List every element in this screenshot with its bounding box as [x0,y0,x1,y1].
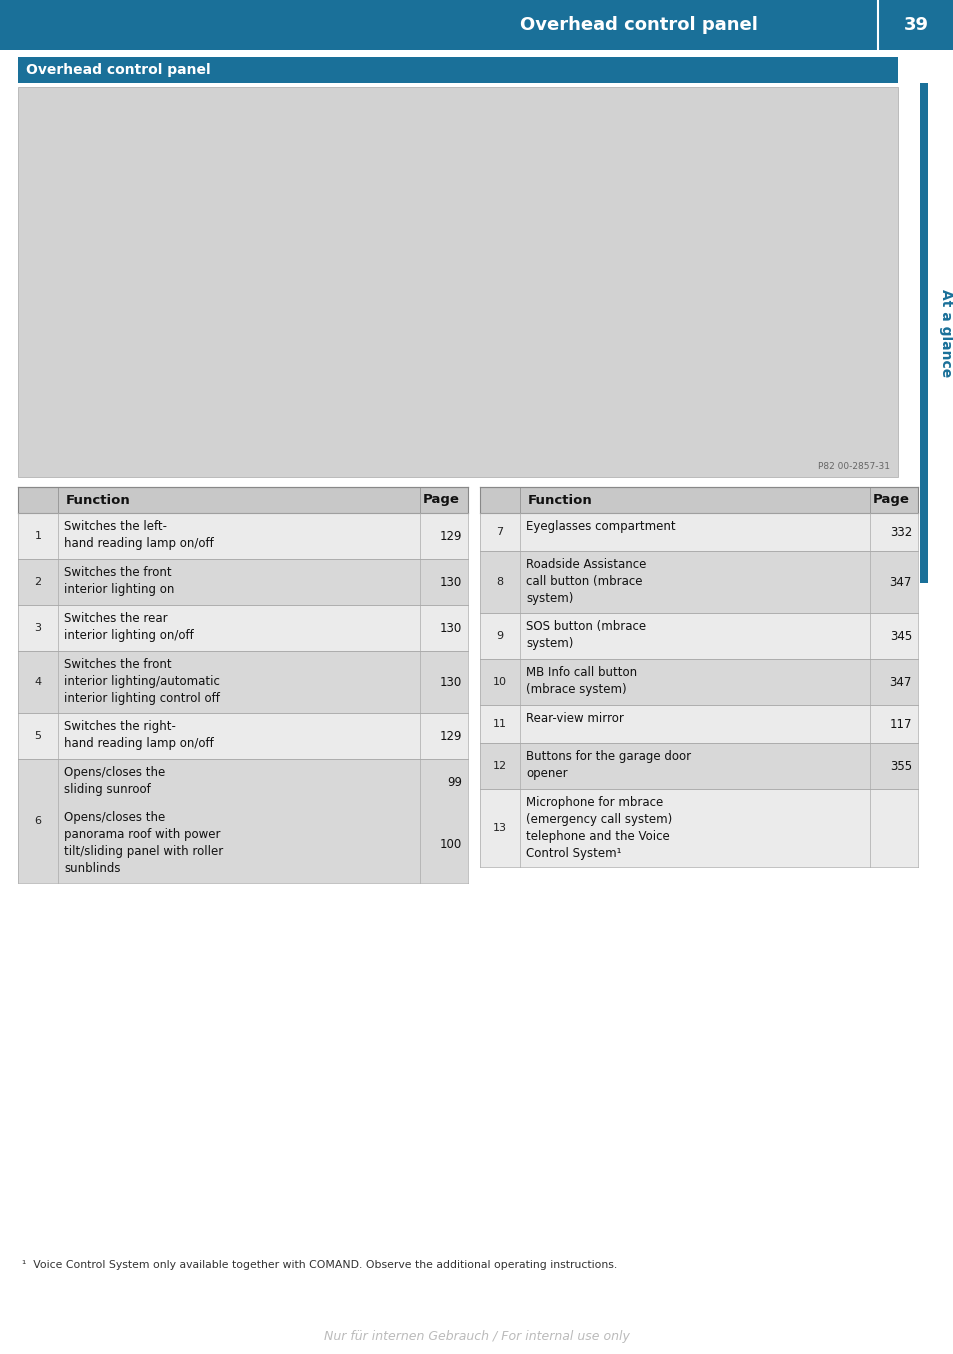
Text: Roadside Assistance
call button (mbrace
system): Roadside Assistance call button (mbrace … [525,558,646,605]
Bar [18,605,468,651]
Text: 129: 129 [439,730,461,742]
Text: 99: 99 [447,776,461,788]
Bar [479,789,917,867]
Text: 2: 2 [34,577,42,588]
Text: 332: 332 [889,525,911,539]
Text: Eyeglasses compartment: Eyeglasses compartment [525,520,675,533]
Text: 100: 100 [439,838,461,850]
Text: Function: Function [66,493,131,506]
Text: 8: 8 [496,577,503,588]
Bar [18,57,897,83]
Bar [18,513,468,559]
Text: Page: Page [423,493,459,506]
Text: Page: Page [872,493,909,506]
Bar [479,705,917,743]
Bar [18,559,468,605]
Text: 7: 7 [496,527,503,538]
Text: 5: 5 [34,731,42,741]
Text: Switches the right-
hand reading lamp on/off: Switches the right- hand reading lamp on… [64,720,213,750]
Text: At a glance: At a glance [938,288,952,378]
Text: P82 00-2857-31: P82 00-2857-31 [817,462,889,471]
Text: Switches the left-
hand reading lamp on/off: Switches the left- hand reading lamp on/… [64,520,213,550]
Text: Overhead control panel: Overhead control panel [26,64,211,77]
Text: ¹  Voice Control System only available together with COMAND. Observe the additio: ¹ Voice Control System only available to… [22,1261,617,1270]
Text: Microphone for mbrace
(emergency call system)
telephone and the Voice
Control Sy: Microphone for mbrace (emergency call sy… [525,796,672,860]
Text: SOS button (mbrace
system): SOS button (mbrace system) [525,620,645,650]
Text: Opens/closes the
sliding sunroof: Opens/closes the sliding sunroof [64,766,165,796]
Text: 130: 130 [439,575,461,589]
Text: 4: 4 [34,677,42,686]
Text: Nur für internen Gebrauch / For internal use only: Nur für internen Gebrauch / For internal… [324,1330,629,1343]
Text: Rear-view mirror: Rear-view mirror [525,712,623,724]
Text: 1: 1 [34,531,42,542]
Bar [18,760,468,883]
Text: 347: 347 [889,676,911,688]
Bar [479,551,917,613]
Text: 347: 347 [889,575,911,589]
Bar [479,659,917,705]
Bar [18,651,468,714]
Text: 11: 11 [493,719,506,728]
Text: 117: 117 [888,718,911,731]
Bar [479,743,917,789]
Bar [479,613,917,659]
Text: Switches the rear
interior lighting on/off: Switches the rear interior lighting on/o… [64,612,193,642]
Bar [479,487,917,513]
Text: Overhead control panel: Overhead control panel [519,16,757,34]
Bar [18,487,468,513]
Text: 6: 6 [34,816,42,826]
Bar [18,87,897,477]
Text: Switches the front
interior lighting/automatic
interior lighting control off: Switches the front interior lighting/aut… [64,658,219,705]
Text: 355: 355 [889,760,911,773]
Bar [0,0,953,50]
Text: 39: 39 [902,16,927,34]
Text: Opens/closes the
panorama roof with power
tilt/sliding panel with roller
sunblin: Opens/closes the panorama roof with powe… [64,811,223,875]
Bar [18,714,468,760]
Text: 3: 3 [34,623,42,634]
Text: Switches the front
interior lighting on: Switches the front interior lighting on [64,566,174,596]
Text: 12: 12 [493,761,507,770]
Text: 13: 13 [493,823,506,833]
Bar [479,513,917,551]
Text: 130: 130 [439,621,461,635]
Bar [919,83,927,584]
Text: MB Info call button
(mbrace system): MB Info call button (mbrace system) [525,666,637,696]
Text: Buttons for the garage door
opener: Buttons for the garage door opener [525,750,690,780]
Text: 129: 129 [439,529,461,543]
Text: 345: 345 [889,630,911,643]
Text: 10: 10 [493,677,506,686]
Text: 130: 130 [439,676,461,688]
Text: Function: Function [527,493,592,506]
Text: 9: 9 [496,631,503,640]
